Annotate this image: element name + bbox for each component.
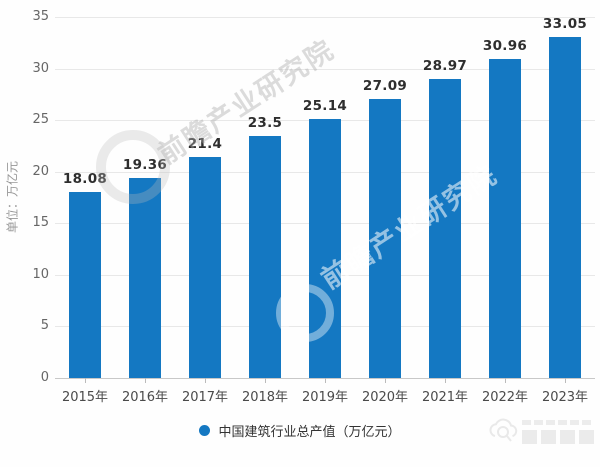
- x-axis-label: 2019年: [301, 390, 349, 405]
- x-axis-tick: [385, 378, 386, 383]
- x-axis-tick: [325, 378, 326, 383]
- x-axis-tick: [145, 378, 146, 383]
- y-tick-label: 30: [32, 60, 49, 76]
- bar-value-label: 27.09: [362, 77, 408, 94]
- y-tick-label: 0: [40, 370, 49, 385]
- x-axis-tick: [505, 378, 506, 383]
- legend-label: 中国建筑行业总产值（万亿元）: [218, 425, 401, 440]
- y-tick-label: 20: [32, 163, 49, 179]
- y-tick-label: 25: [32, 112, 49, 128]
- legend: 中国建筑行业总产值（万亿元）: [0, 421, 600, 440]
- legend-marker-icon: [199, 425, 211, 436]
- x-axis-label: 2020年: [361, 390, 409, 405]
- x-axis-label: 2018年: [241, 390, 289, 405]
- bar: [129, 178, 161, 378]
- y-tick-label: 5: [40, 318, 49, 334]
- x-axis-label: 2021年: [421, 390, 469, 405]
- bar-value-label: 18.08: [62, 170, 108, 187]
- bar: [189, 157, 221, 378]
- bar-value-label: 19.36: [122, 157, 168, 174]
- bar-value-label: 33.05: [542, 16, 588, 33]
- plot-area: 0 5 10 15 20 25 30 35 18.08 2015年 19.36 2016年 21.4 20…: [32, 9, 595, 405]
- x-axis-tick: [205, 378, 206, 383]
- bar: [69, 191, 101, 378]
- gridline: [55, 17, 595, 18]
- x-axis-label: 2023年: [541, 390, 589, 405]
- x-axis-label: 2017年: [181, 390, 229, 405]
- bar: [429, 79, 461, 378]
- y-tick-label: 15: [32, 215, 49, 231]
- bar: [309, 118, 341, 378]
- y-tick-label: 35: [32, 9, 49, 24]
- x-axis-tick: [265, 378, 266, 383]
- bar-value-label: 21.4: [187, 136, 223, 153]
- y-tick-label: 10: [32, 266, 49, 282]
- x-axis-label: 2015年: [61, 390, 109, 405]
- bar-value-label: 25.14: [302, 97, 348, 114]
- bar: [249, 135, 281, 378]
- x-axis-tick: [85, 378, 86, 383]
- bar: [369, 98, 401, 378]
- bar: [489, 58, 521, 378]
- x-axis-label: 2016年: [121, 390, 169, 405]
- bar-value-label: 30.96: [482, 37, 528, 54]
- gridline: [55, 68, 595, 70]
- bar-value-label: 28.97: [422, 58, 468, 75]
- bar-value-label: 23.5: [247, 114, 283, 131]
- x-axis-tick: [565, 378, 566, 383]
- x-axis-label: 2022年: [481, 390, 529, 405]
- bar: [549, 37, 581, 378]
- x-axis-tick: [445, 378, 446, 383]
